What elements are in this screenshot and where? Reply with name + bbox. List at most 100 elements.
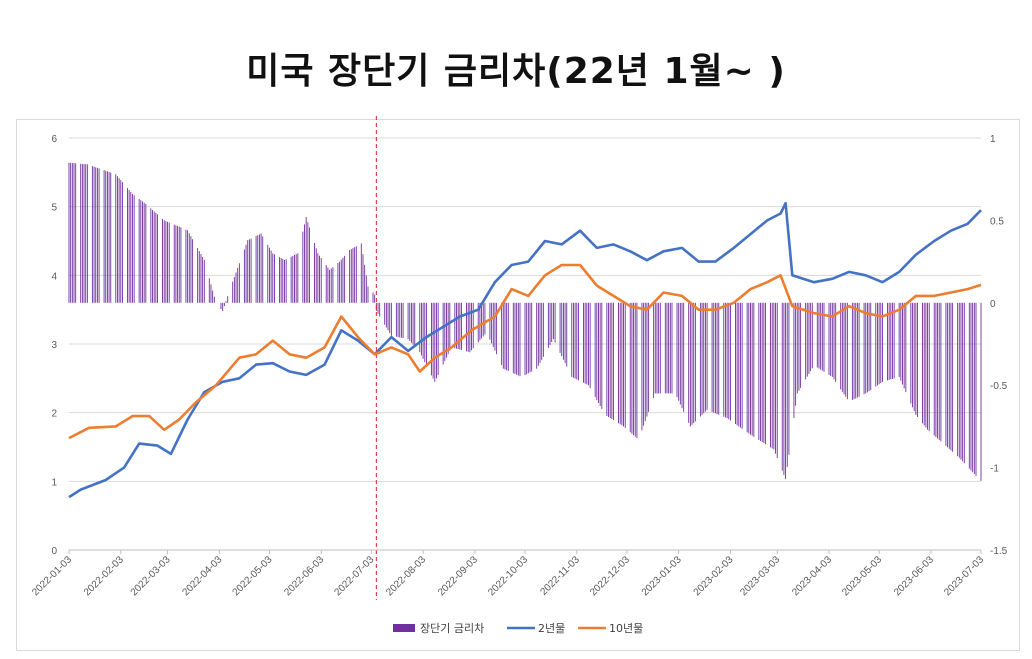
spread-bar <box>552 302 554 340</box>
spread-bar <box>785 302 787 480</box>
spread-bar <box>352 248 354 303</box>
spread-bar <box>699 302 701 417</box>
spread-bar <box>831 302 833 377</box>
spread-bar <box>150 208 152 303</box>
spread-bar <box>202 256 204 303</box>
chart-title: 미국 장단기 금리차(22년 1월~ ) <box>246 51 786 92</box>
spread-bar <box>304 224 305 303</box>
spread-bar <box>618 302 619 424</box>
spread-bar <box>248 239 250 303</box>
spread-bar <box>222 302 224 312</box>
spread-bar <box>718 302 720 415</box>
spread-bar <box>798 302 800 391</box>
spread-bar <box>494 302 496 351</box>
spread-bar <box>507 302 509 371</box>
spread-bar <box>245 244 247 303</box>
spread-bar <box>855 302 857 399</box>
spread-bar <box>284 259 285 303</box>
spread-bar <box>267 244 269 303</box>
x-tick-label: 2022-01-03 <box>30 554 74 598</box>
spread-bar <box>138 198 140 303</box>
spread-bar <box>247 240 249 303</box>
spread-bar <box>175 225 177 303</box>
spread-bar <box>786 302 788 467</box>
spread-bar <box>349 250 351 303</box>
spread-bar <box>350 249 352 303</box>
spread-bar <box>806 302 808 377</box>
spread-bar <box>683 302 685 412</box>
spread-bar <box>238 263 240 303</box>
spread-bar <box>770 302 771 448</box>
spread-bar <box>257 235 259 303</box>
spread-bar <box>694 302 696 422</box>
spread-bar <box>952 302 954 452</box>
spread-bar <box>621 302 623 426</box>
spread-bar <box>467 302 469 352</box>
spread-bar <box>760 302 761 441</box>
spread-bar <box>811 302 813 369</box>
spread-bar <box>274 254 275 303</box>
spread-bar <box>519 302 521 377</box>
spread-bar <box>330 268 332 303</box>
spread-bar <box>385 302 387 328</box>
spread-bar <box>143 202 145 303</box>
x-tick-label: 2022-06-03 <box>282 554 326 598</box>
spread-bar <box>516 302 518 375</box>
spread-bar <box>295 254 297 303</box>
spread-bar <box>93 166 95 303</box>
spread-bar <box>594 302 596 398</box>
x-tick-label: 2022-12-03 <box>588 554 632 598</box>
spread-bar <box>339 261 341 303</box>
spread-bar <box>893 302 895 379</box>
spread-bar <box>75 163 77 303</box>
spread-bar <box>765 302 766 445</box>
y-right-tick-label: 0.5 <box>990 216 1004 227</box>
spread-bar <box>367 286 369 303</box>
spread-bar <box>738 302 740 427</box>
spread-bar <box>656 302 658 394</box>
x-tick-label: 2023-01-03 <box>640 554 684 598</box>
spread-bar <box>910 302 912 404</box>
spread-bar <box>389 302 391 334</box>
spread-bar <box>928 302 930 432</box>
spread-bar <box>972 302 974 473</box>
spread-bar <box>96 167 98 303</box>
spread-bar <box>459 302 461 350</box>
x-tick-label: 2023-03-03 <box>738 554 782 598</box>
x-tick-label: 2022-11-03 <box>538 554 582 598</box>
spread-bar <box>846 302 848 400</box>
spread-bar <box>905 302 907 393</box>
spread-bar <box>542 302 544 357</box>
x-tick-label: 2022-08-03 <box>384 554 428 598</box>
spread-bar <box>309 227 310 303</box>
spread-bar <box>208 278 210 303</box>
spread-bar <box>471 302 472 351</box>
spread-bar <box>482 302 484 337</box>
x-tick-label: 2022-03-03 <box>129 554 173 598</box>
spread-bar <box>153 211 155 303</box>
spread-bar <box>693 302 695 424</box>
spread-bar <box>583 302 584 383</box>
spread-bar <box>730 302 731 421</box>
spread-bar <box>526 302 528 375</box>
spread-bar <box>641 302 643 431</box>
spread-bar <box>619 302 621 425</box>
spread-bar <box>716 302 718 415</box>
spread-bar <box>95 167 97 303</box>
spread-bar <box>858 302 860 397</box>
spread-bar <box>132 194 133 303</box>
spread-bar <box>379 302 381 317</box>
spread-bar <box>407 302 409 340</box>
spread-bar <box>805 302 807 380</box>
spread-bar <box>454 302 456 349</box>
spread-bar <box>337 262 339 303</box>
spread-bar <box>377 302 379 314</box>
spread-bar <box>237 267 239 303</box>
series-line-10y <box>68 263 982 440</box>
spread-bar <box>643 302 645 426</box>
spread-bar <box>180 227 182 303</box>
spread-bar <box>120 180 122 303</box>
spread-bar <box>735 302 736 425</box>
y-left-tick-label: 5 <box>51 203 57 214</box>
spread-bar <box>355 246 357 303</box>
